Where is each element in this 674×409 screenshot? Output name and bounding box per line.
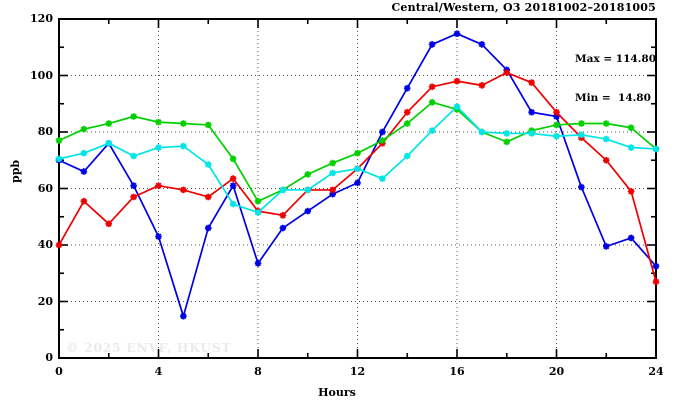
min-label: Min = 14.80	[575, 92, 651, 104]
series-line	[58, 32, 657, 318]
x-axis-label: Hours	[318, 386, 356, 399]
x-tick-label: 4	[154, 365, 163, 378]
series-20181005	[55, 103, 660, 216]
y-tick-label: 60	[37, 181, 53, 195]
x-tick-label: 12	[349, 365, 366, 378]
x-tick-label: 8	[254, 365, 262, 378]
y-tick-label: 120	[30, 12, 53, 25]
watermark: © 2025 ENVF, HKUST	[66, 340, 232, 355]
y-tick-label: 80	[37, 125, 53, 138]
series-20181002	[55, 30, 660, 320]
y-tick-label: 100	[30, 68, 53, 82]
y-tick-label: 0	[45, 351, 53, 364]
max-label: Max = 114.80	[575, 53, 656, 65]
x-tick-label: 20	[548, 365, 565, 378]
y-tick-label: 20	[37, 294, 53, 308]
minmax-legend-box: Max = 114.80 Min = 14.80	[575, 27, 656, 131]
x-tick-label: 16	[449, 365, 465, 378]
x-tick-label: 0	[55, 365, 63, 378]
y-tick-label: 40	[37, 238, 53, 251]
series-line	[58, 71, 657, 282]
x-tick-label: 24	[648, 365, 664, 378]
chart-title: Central/Western, O3 20181002–20181005	[391, 1, 656, 14]
series-20181003	[55, 69, 660, 286]
